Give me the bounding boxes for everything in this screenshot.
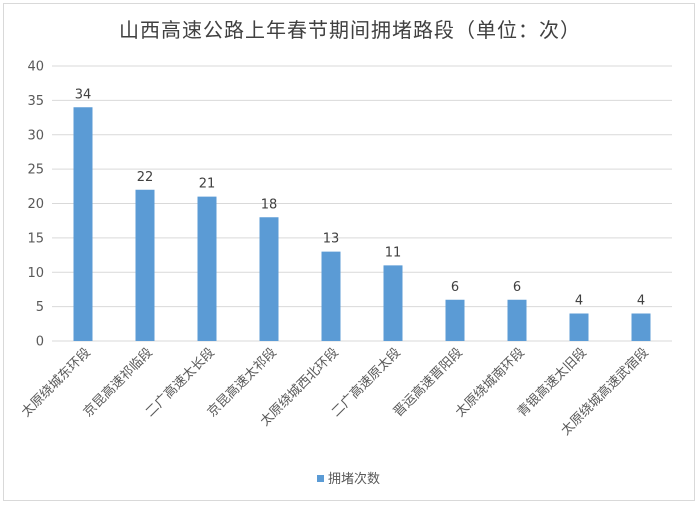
data-label: 4: [637, 294, 645, 309]
data-label: 22: [137, 170, 154, 185]
gridlines: [52, 65, 672, 342]
legend-label: 拥堵次数: [328, 471, 380, 487]
bar: [321, 251, 341, 341]
bar: [73, 107, 93, 341]
bar: [569, 313, 589, 341]
y-tick-label: 10: [27, 266, 44, 281]
y-tick-label: 35: [27, 94, 44, 109]
bar: [383, 265, 403, 341]
chart-frame: [3, 3, 695, 501]
data-label: 18: [261, 197, 278, 212]
bar: [507, 299, 527, 341]
y-tick-label: 5: [36, 300, 44, 315]
y-tick-label: 40: [27, 60, 44, 75]
data-label: 6: [451, 280, 459, 295]
legend-swatch: [317, 475, 324, 482]
bar: [445, 299, 465, 341]
data-labels: 34 22 21 18 13 11 6 6 4 4: [75, 87, 645, 308]
data-label: 6: [513, 280, 521, 295]
legend: 拥堵次数: [317, 471, 380, 487]
bars: [73, 107, 651, 341]
y-tick-label: 25: [27, 163, 44, 178]
data-label: 4: [575, 294, 583, 309]
y-tick-label: 15: [27, 231, 44, 246]
bar: [631, 313, 651, 341]
y-tick-label: 30: [27, 128, 44, 143]
bar: [197, 196, 217, 341]
bar: [259, 217, 279, 341]
y-tick-label: 0: [36, 335, 44, 350]
chart-title: 山西高速公路上年春节期间拥堵路段（单位：次）: [119, 18, 581, 42]
x-axis-labels: 太原绕城东环段京昆高速祁临段二广高速太长段京昆高速太祁段太原绕城西北环段二广高速…: [19, 345, 652, 439]
bar: [135, 189, 155, 341]
data-label: 13: [323, 232, 340, 247]
y-axis-ticks: 0 5 10 15 20 25 30 35 40: [27, 60, 44, 350]
data-label: 21: [199, 177, 216, 192]
y-tick-label: 20: [27, 197, 44, 212]
data-label: 34: [75, 87, 92, 102]
data-label: 11: [385, 245, 402, 260]
